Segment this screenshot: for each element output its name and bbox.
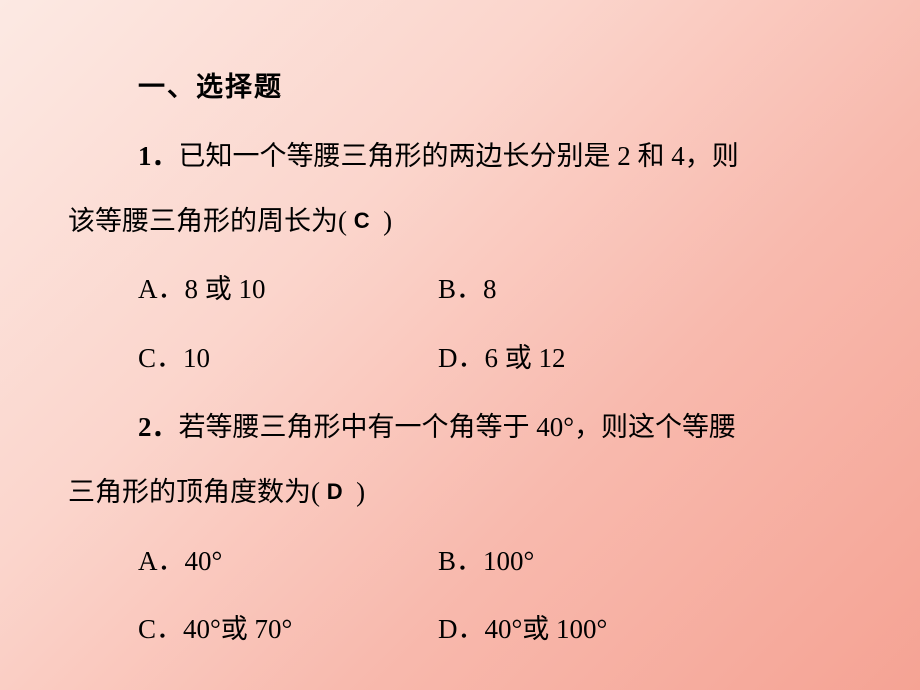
q1-text-1: 已知一个等腰三角形的两边长分别是 xyxy=(179,141,618,171)
q2-text-1: 若等腰三角形中有一个角等于 xyxy=(179,412,537,442)
q1-opt-c: C．10 xyxy=(138,326,438,391)
q1-opt-d: D．6 或 12 xyxy=(438,326,852,391)
q2-opt-b: B．100° xyxy=(438,529,852,594)
question-2-line2: 三角形的顶角度数为( D ) xyxy=(68,460,852,525)
q2-text-2: ，则这个等腰 xyxy=(574,412,736,442)
question-1: 1．已知一个等腰三角形的两边长分别是 2 和 4，则 xyxy=(68,124,852,189)
question-2: 2．若等腰三角形中有一个角等于 40°，则这个等腰 xyxy=(68,395,852,460)
section-title: 一、选择题 xyxy=(138,55,852,120)
q2-opt-c: C．40°或 70° xyxy=(138,597,438,662)
q1-close: ) xyxy=(383,206,392,236)
q2-number: 2． xyxy=(138,412,179,442)
q1-number: 1． xyxy=(138,141,179,171)
q1-text-2: 和 xyxy=(631,141,672,171)
q1-opt-a: A．8 或 10 xyxy=(138,257,438,322)
q2-text-line2: 三角形的顶角度数为( xyxy=(68,477,320,507)
q2-options-row2: C．40°或 70° D．40°或 100° xyxy=(138,597,852,662)
q1-opt-b: B．8 xyxy=(438,257,852,322)
q2-answer: D xyxy=(327,479,343,504)
q1-options-row1: A．8 或 10 B．8 xyxy=(138,257,852,322)
q1-answer: C xyxy=(354,208,370,233)
q2-close: ) xyxy=(356,477,365,507)
q1-options-row2: C．10 D．6 或 12 xyxy=(138,326,852,391)
q1-num1: 2 xyxy=(617,141,631,171)
q2-options-row1: A．40° B．100° xyxy=(138,529,852,594)
q2-angle1: 40° xyxy=(536,412,574,442)
q2-opt-a: A．40° xyxy=(138,529,438,594)
question-1-line2: 该等腰三角形的周长为( C ) xyxy=(68,189,852,254)
q1-num2: 4 xyxy=(671,141,685,171)
q1-text-line2: 该等腰三角形的周长为( xyxy=(68,206,347,236)
q1-text-3: ，则 xyxy=(685,141,739,171)
q2-opt-d: D．40°或 100° xyxy=(438,597,852,662)
